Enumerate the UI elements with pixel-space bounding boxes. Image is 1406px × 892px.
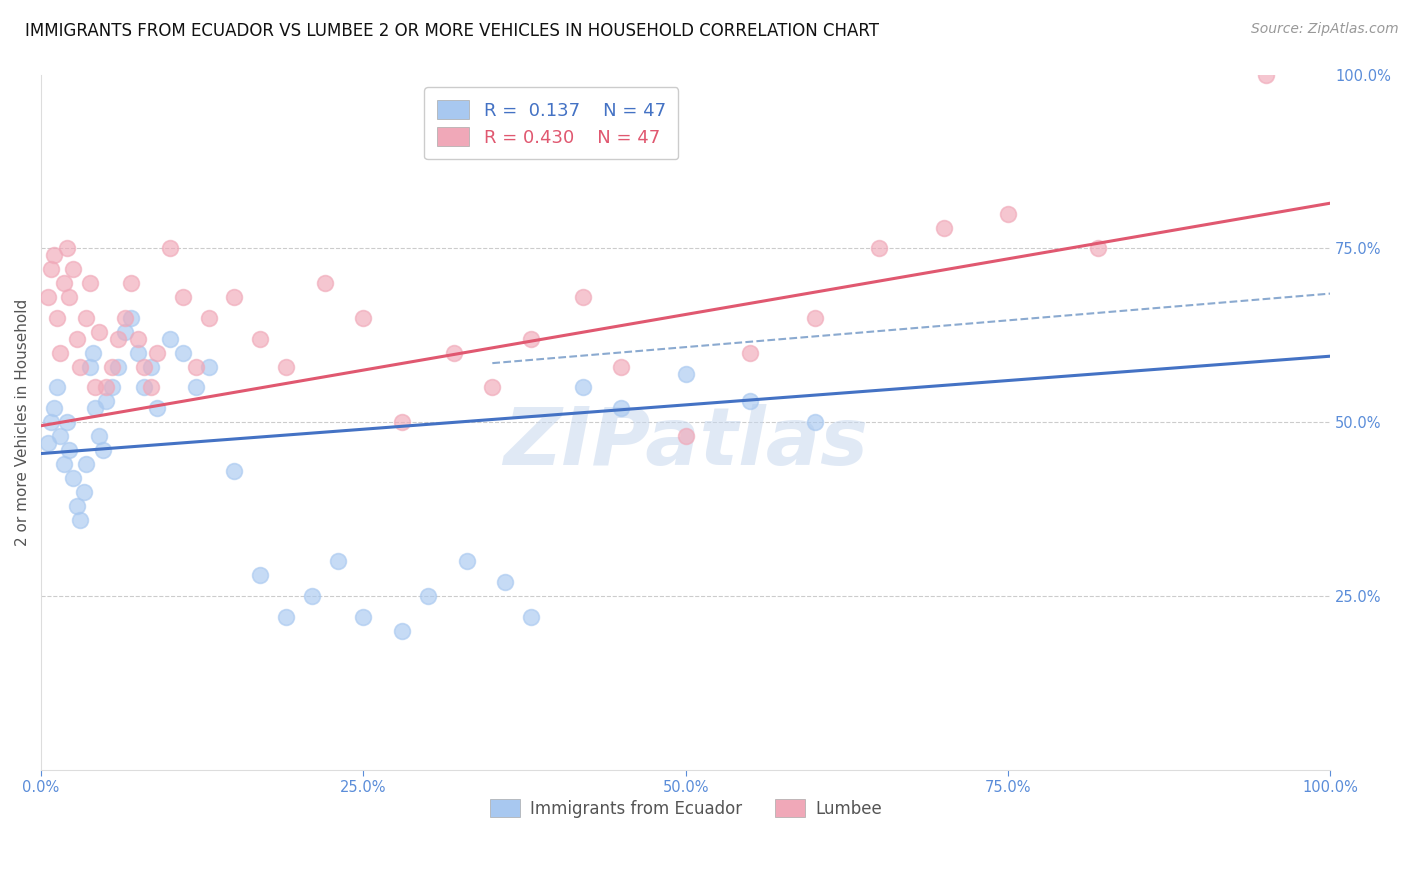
- Point: [91, 443, 114, 458]
- Point: [224, 464, 246, 478]
- Point: [481, 380, 503, 394]
- Point: [120, 310, 142, 325]
- Point: [79, 276, 101, 290]
- Point: [352, 610, 374, 624]
- Point: [172, 345, 194, 359]
- Point: [101, 380, 124, 394]
- Point: [84, 401, 107, 416]
- Point: [184, 380, 207, 394]
- Point: [45, 310, 67, 325]
- Point: [41, 415, 63, 429]
- Point: [107, 332, 129, 346]
- Point: [1087, 241, 1109, 255]
- Legend: Immigrants from Ecuador, Lumbee: Immigrants from Ecuador, Lumbee: [482, 792, 889, 824]
- Point: [79, 359, 101, 374]
- Point: [69, 359, 91, 374]
- Point: [1254, 68, 1277, 82]
- Point: [803, 415, 825, 429]
- Point: [197, 310, 219, 325]
- Point: [197, 359, 219, 374]
- Point: [997, 206, 1019, 220]
- Text: Source: ZipAtlas.com: Source: ZipAtlas.com: [1251, 22, 1399, 37]
- Point: [134, 359, 156, 374]
- Point: [675, 367, 697, 381]
- Point: [66, 332, 89, 346]
- Point: [72, 484, 94, 499]
- Point: [146, 345, 169, 359]
- Point: [249, 332, 271, 346]
- Point: [87, 325, 110, 339]
- Point: [139, 380, 162, 394]
- Point: [803, 310, 825, 325]
- Point: [49, 429, 72, 443]
- Point: [494, 575, 516, 590]
- Point: [53, 457, 76, 471]
- Y-axis label: 2 or more Vehicles in Household: 2 or more Vehicles in Household: [15, 299, 30, 546]
- Point: [301, 589, 323, 603]
- Point: [571, 290, 593, 304]
- Point: [932, 220, 955, 235]
- Point: [391, 624, 413, 638]
- Point: [56, 415, 79, 429]
- Point: [159, 241, 181, 255]
- Point: [456, 554, 478, 568]
- Point: [127, 332, 149, 346]
- Point: [87, 429, 110, 443]
- Point: [184, 359, 207, 374]
- Point: [249, 568, 271, 582]
- Point: [41, 262, 63, 277]
- Point: [58, 443, 80, 458]
- Point: [520, 610, 543, 624]
- Point: [101, 359, 124, 374]
- Point: [571, 380, 593, 394]
- Point: [610, 401, 633, 416]
- Point: [75, 310, 97, 325]
- Point: [120, 276, 142, 290]
- Point: [114, 325, 136, 339]
- Text: ZIPatlas: ZIPatlas: [503, 404, 868, 482]
- Point: [127, 345, 149, 359]
- Point: [53, 276, 76, 290]
- Point: [37, 290, 59, 304]
- Text: IMMIGRANTS FROM ECUADOR VS LUMBEE 2 OR MORE VEHICLES IN HOUSEHOLD CORRELATION CH: IMMIGRANTS FROM ECUADOR VS LUMBEE 2 OR M…: [25, 22, 879, 40]
- Point: [134, 380, 156, 394]
- Point: [58, 290, 80, 304]
- Point: [416, 589, 439, 603]
- Point: [42, 248, 65, 262]
- Point: [326, 554, 349, 568]
- Point: [139, 359, 162, 374]
- Point: [66, 499, 89, 513]
- Point: [443, 345, 465, 359]
- Point: [84, 380, 107, 394]
- Point: [107, 359, 129, 374]
- Point: [62, 262, 84, 277]
- Point: [274, 610, 297, 624]
- Point: [352, 310, 374, 325]
- Point: [94, 380, 117, 394]
- Point: [675, 429, 697, 443]
- Point: [114, 310, 136, 325]
- Point: [37, 436, 59, 450]
- Point: [520, 332, 543, 346]
- Point: [274, 359, 297, 374]
- Point: [56, 241, 79, 255]
- Point: [610, 359, 633, 374]
- Point: [740, 394, 762, 409]
- Point: [146, 401, 169, 416]
- Point: [314, 276, 336, 290]
- Point: [42, 401, 65, 416]
- Point: [391, 415, 413, 429]
- Point: [172, 290, 194, 304]
- Point: [159, 332, 181, 346]
- Point: [45, 380, 67, 394]
- Point: [224, 290, 246, 304]
- Point: [75, 457, 97, 471]
- Point: [62, 471, 84, 485]
- Point: [49, 345, 72, 359]
- Point: [94, 394, 117, 409]
- Point: [82, 345, 104, 359]
- Point: [740, 345, 762, 359]
- Point: [868, 241, 890, 255]
- Point: [69, 513, 91, 527]
